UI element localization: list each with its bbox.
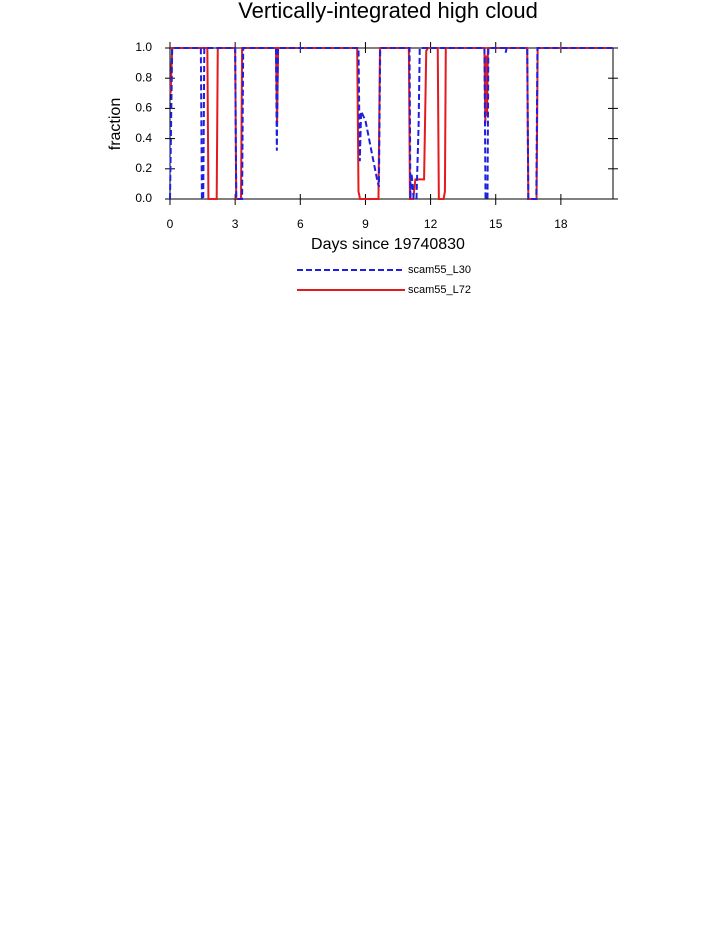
y-tick-label: 0.4 (135, 131, 152, 145)
y-tick-label: 0.6 (135, 101, 152, 115)
series-line (169, 47, 613, 200)
legend-label: scam55_L30 (408, 264, 471, 276)
x-axis-label: Days since 19740830 (311, 236, 465, 253)
y-tick-label: 0.2 (135, 161, 152, 175)
y-axis-label: fraction (107, 98, 124, 150)
x-tick-label: 15 (489, 217, 503, 231)
x-tick-label: 9 (362, 217, 369, 231)
x-tick-label: 6 (297, 217, 304, 231)
legend-label: scam55_L72 (408, 284, 471, 296)
y-tick-label: 0.8 (135, 70, 152, 84)
chart-title: Vertically-integrated high cloud (238, 0, 538, 23)
x-tick-label: 18 (554, 217, 568, 231)
x-tick-label: 12 (424, 217, 438, 231)
y-tick-label: 1.0 (135, 40, 152, 54)
x-tick-label: 3 (232, 217, 239, 231)
x-tick-label: 0 (167, 217, 174, 231)
y-tick-label: 0.0 (135, 191, 152, 205)
